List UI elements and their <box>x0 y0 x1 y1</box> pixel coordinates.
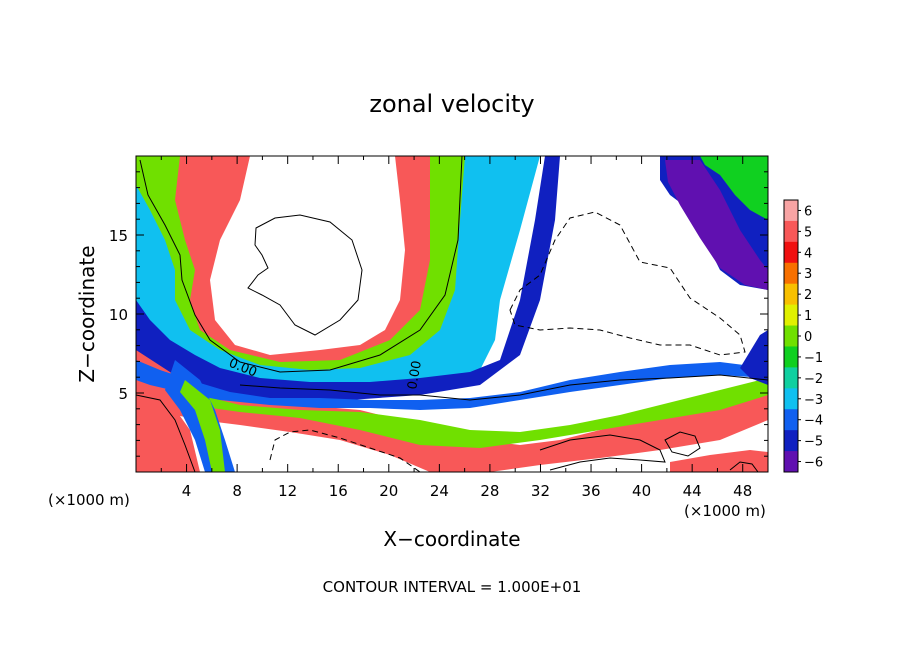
field-band-left-cyan <box>136 156 540 392</box>
x-tick-label: 24 <box>430 482 449 500</box>
field-bottom-left <box>136 380 200 472</box>
colorbar-label: 6 <box>804 204 812 219</box>
colorbar-segment <box>784 325 798 347</box>
colorbar-segment <box>784 304 798 327</box>
colorbar-segment <box>784 262 798 285</box>
colorbar-label: −1 <box>804 351 823 366</box>
velocity-field <box>136 156 768 472</box>
x-tick-label: 48 <box>733 482 752 500</box>
contour-label-2: 0.00 <box>405 360 425 391</box>
field-bottom-left-green <box>180 380 225 472</box>
x-tick-label: 44 <box>683 482 702 500</box>
field-upper-right-green <box>700 156 768 220</box>
contour-solid-blob <box>247 214 363 336</box>
x-tick-label: 12 <box>278 482 297 500</box>
contour-solid-lower-2 <box>136 394 196 472</box>
x-tick-label: 36 <box>581 482 600 500</box>
x-tick-label: 20 <box>379 482 398 500</box>
contour-lines <box>136 156 768 472</box>
contour-solid-lower <box>239 374 768 401</box>
colorbar-label: 1 <box>804 309 812 324</box>
y-tick-label: 5 <box>118 385 128 403</box>
field-band-diagonal <box>136 350 768 472</box>
colorbar-segment <box>784 283 798 306</box>
colorbar-segment <box>784 367 798 389</box>
contour-solid-bottom-right <box>729 461 759 472</box>
field-right-band <box>740 330 768 385</box>
colorbar-label: 3 <box>804 267 812 282</box>
x-unit-left: (×1000 m) <box>48 491 130 509</box>
colorbar-segment <box>784 388 798 410</box>
colorbar-segment <box>784 409 798 431</box>
colorbar-label: 5 <box>804 225 812 240</box>
colorbar-segment <box>784 346 798 368</box>
contour-interval-note: CONTOUR INTERVAL = 1.000E+01 <box>323 578 582 596</box>
colorbar-segment <box>784 451 798 473</box>
field-bottom-right <box>670 450 768 472</box>
field-band-diagonal-green <box>180 378 768 448</box>
colorbar-segment <box>784 200 798 222</box>
x-tick-label: 28 <box>480 482 499 500</box>
y-axis-ticks: 5 10 15 <box>109 171 768 457</box>
colorbar-segment <box>784 220 798 243</box>
x-tick-label: 8 <box>232 482 242 500</box>
y-axis-label: Z−coordinate <box>75 245 99 382</box>
contour-solid-small <box>664 431 701 457</box>
field-band-left-outer <box>136 156 470 385</box>
contour-dashed-lower <box>269 429 421 472</box>
y-tick-label: 10 <box>109 306 128 324</box>
colorbar: 6 5 4 3 2 1 0 −1 −2 −3 −4 −5 −6 <box>783 199 823 473</box>
field-band-lower-cyan <box>136 360 768 410</box>
x-tick-label: 40 <box>632 482 651 500</box>
colorbar-label: −4 <box>804 414 823 429</box>
y-tick-label: 15 <box>109 227 128 245</box>
colorbar-label: 2 <box>804 288 812 303</box>
colorbar-label: −3 <box>804 393 823 408</box>
colorbar-label: 0 <box>804 330 812 345</box>
contour-dashed-upper-right <box>509 211 746 356</box>
contour-solid-left <box>139 156 463 373</box>
field-upper-right-purple <box>665 160 768 290</box>
colorbar-label: −6 <box>804 456 823 471</box>
colorbar-segment <box>784 430 798 452</box>
contour-solid-lower-3 <box>539 434 666 471</box>
colorbar-segment <box>784 241 798 264</box>
chart-title: zonal velocity <box>369 90 534 118</box>
x-tick-label: 16 <box>329 482 348 500</box>
x-unit-right: (×1000 m) <box>684 502 766 520</box>
colorbar-label: 4 <box>804 246 812 261</box>
x-axis-ticks: 4 8 12 16 20 24 28 32 36 40 44 48 <box>160 156 752 500</box>
colorbar-label: −5 <box>804 435 823 450</box>
x-tick-label: 32 <box>531 482 550 500</box>
x-axis-label: X−coordinate <box>383 527 520 551</box>
colorbar-label: −2 <box>804 372 823 387</box>
x-tick-label: 4 <box>182 482 192 500</box>
